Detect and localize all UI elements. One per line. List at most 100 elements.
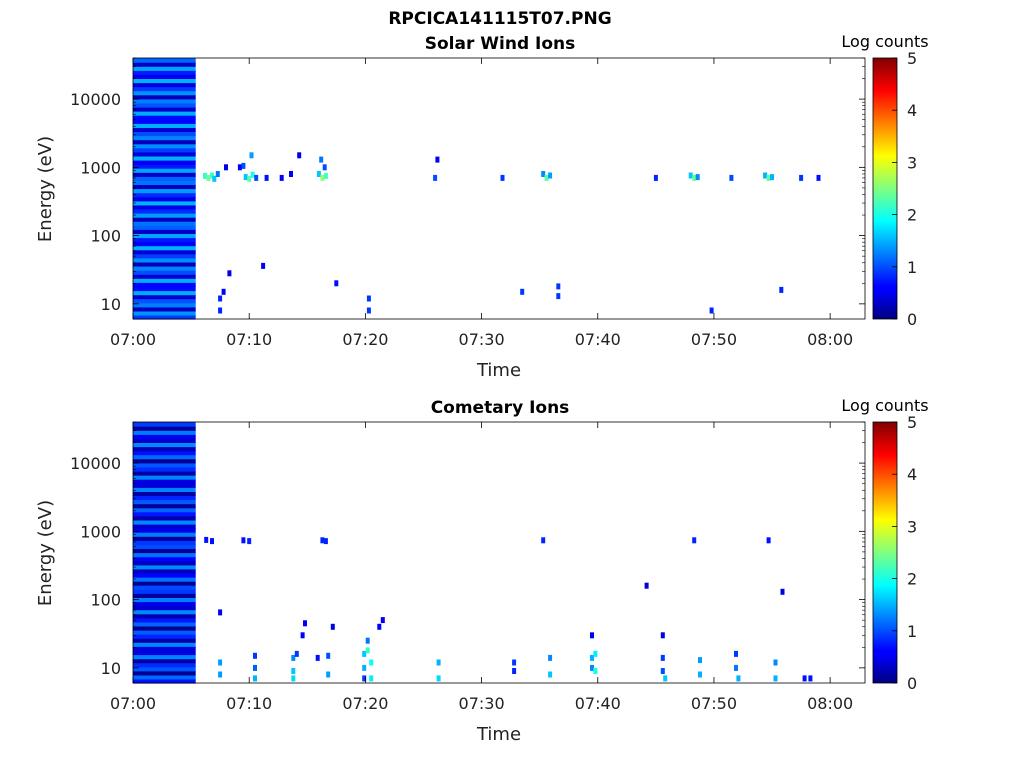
heatmap-cell <box>319 156 324 163</box>
heatmap-background-band <box>133 245 196 251</box>
heatmap-background-band <box>133 634 196 639</box>
heatmap-cell <box>433 174 438 181</box>
heatmap-background-band <box>133 650 196 656</box>
heatmap-cell <box>243 174 248 181</box>
heatmap-background-band <box>133 241 196 247</box>
colorbar-tick-label: 5 <box>907 49 917 68</box>
solar-wind-y-label: Energy (eV) <box>35 136 56 242</box>
heatmap-background-band <box>133 196 196 202</box>
heatmap-background-band <box>133 613 196 619</box>
heatmap-cell <box>303 620 307 627</box>
heatmap-background-band <box>133 479 196 484</box>
heatmap-cell <box>663 675 668 682</box>
heatmap-cell <box>291 668 296 674</box>
heatmap-cell <box>247 538 252 545</box>
heatmap-background-band <box>133 470 196 476</box>
heatmap-background-band <box>133 674 196 680</box>
colorbar-tick-label: 0 <box>907 310 917 329</box>
heatmap-background-band <box>133 666 196 672</box>
heatmap-cell <box>320 174 325 181</box>
x-tick-label: 07:00 <box>110 330 156 349</box>
solar-wind-x-axis: 07:00 07:10 07:20 07:30 07:40 07:50 08:00 <box>110 58 853 349</box>
heatmap-background-band <box>133 670 196 676</box>
heatmap-cell <box>326 671 331 678</box>
heatmap-cell <box>436 659 441 666</box>
heatmap-background-band <box>133 507 196 513</box>
heatmap-cell <box>548 172 553 179</box>
heatmap-cell <box>289 171 293 177</box>
heatmap-cell <box>590 654 594 661</box>
heatmap-background-band <box>133 503 196 509</box>
heatmap-cell <box>253 652 257 659</box>
heatmap-cell <box>254 174 259 181</box>
heatmap-cell <box>773 659 778 666</box>
heatmap-background-band <box>133 176 196 181</box>
heatmap-background-band <box>133 131 196 137</box>
heatmap-cell <box>279 174 284 181</box>
heatmap-background-band <box>133 82 196 88</box>
heatmap-background-band <box>133 70 196 75</box>
heatmap-cell <box>253 675 257 682</box>
heatmap-cell <box>734 650 738 657</box>
heatmap-background-band <box>133 536 196 541</box>
heatmap-cell <box>541 171 546 177</box>
heatmap-background-band <box>133 528 196 533</box>
cometary-title: Cometary Ions <box>431 398 570 418</box>
x-tick-label: 07:40 <box>575 694 621 713</box>
cometary-heatmap-cells <box>133 422 813 684</box>
heatmap-background-band <box>133 638 196 643</box>
heatmap-background-band <box>133 438 196 443</box>
heatmap-background-band <box>133 115 196 120</box>
x-tick-label: 07:50 <box>691 330 737 349</box>
heatmap-background-band <box>133 290 196 296</box>
heatmap-cell <box>380 617 385 624</box>
heatmap-cell <box>322 164 327 171</box>
heatmap-background-band <box>133 454 196 460</box>
colorbar-tick-label: 5 <box>907 413 917 432</box>
heatmap-cell <box>366 307 371 314</box>
solar-wind-colorbar <box>872 57 898 320</box>
heatmap-background-band <box>133 495 196 501</box>
heatmap-background-band <box>133 217 196 222</box>
heatmap-background-band <box>133 249 196 255</box>
heatmap-cell <box>253 664 257 671</box>
heatmap-cell <box>816 174 821 181</box>
heatmap-background-band <box>133 422 196 427</box>
heatmap-background-band <box>133 302 196 308</box>
heatmap-background-band <box>133 621 196 627</box>
x-tick-label: 07:20 <box>342 694 388 713</box>
heatmap-background-band <box>133 605 196 611</box>
heatmap-background-band <box>133 168 196 173</box>
heatmap-cell <box>734 664 738 671</box>
heatmap-background-band <box>133 458 196 464</box>
heatmap-cell <box>316 171 321 177</box>
heatmap-cell <box>362 650 367 657</box>
heatmap-background-band <box>133 646 196 651</box>
heatmap-background-band <box>133 155 196 161</box>
heatmap-background-band <box>133 442 196 448</box>
heatmap-background-band <box>133 106 196 112</box>
heatmap-cell <box>779 286 784 293</box>
heatmap-cell <box>692 537 697 544</box>
heatmap-cell <box>653 174 658 181</box>
heatmap-cell <box>250 171 255 178</box>
heatmap-cell <box>237 164 242 171</box>
heatmap-background-band <box>133 544 196 549</box>
heatmap-cell <box>660 632 665 639</box>
cometary-colorbar-ticks: 0 1 2 3 4 5 <box>892 413 917 693</box>
heatmap-cell <box>294 650 299 657</box>
heatmap-background-band <box>133 229 196 234</box>
heatmap-cell <box>709 307 714 314</box>
heatmap-background-band <box>133 62 196 67</box>
y-tick-label: 100 <box>90 227 121 246</box>
heatmap-background-band <box>133 642 196 647</box>
heatmap-cell <box>369 659 374 666</box>
heatmap-background-band <box>133 654 196 660</box>
colorbar-tick-label: 4 <box>907 101 917 120</box>
heatmap-background-band <box>133 164 196 169</box>
heatmap-cell <box>729 174 734 181</box>
heatmap-cell <box>247 175 252 182</box>
colorbar-tick-label: 1 <box>907 258 917 277</box>
